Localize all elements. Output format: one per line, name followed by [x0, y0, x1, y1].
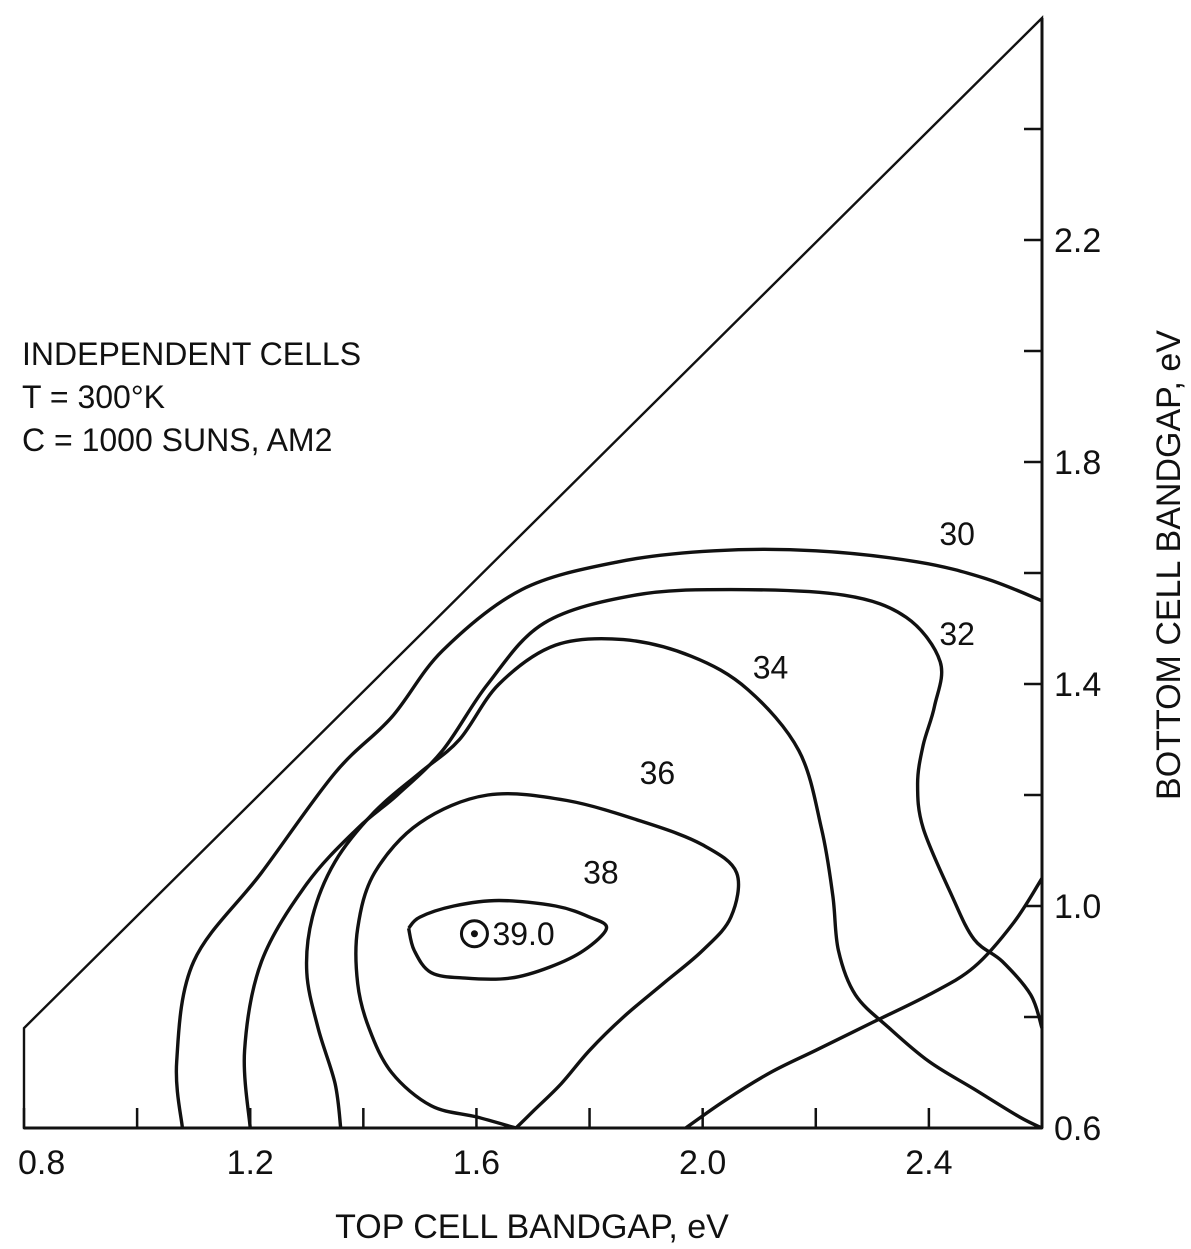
x-tick-label: 0.8	[18, 1144, 65, 1182]
contour-line-38	[406, 898, 609, 981]
contour-label-32: 32	[939, 616, 975, 652]
contour-label-30: 30	[939, 516, 975, 552]
y-tick-label: 1.8	[1054, 444, 1101, 482]
y-tick-label: 2.2	[1054, 222, 1101, 260]
optimum-marker-dot	[470, 930, 478, 938]
contour-line-32	[242, 587, 1044, 1129]
optimum-marker	[459, 919, 489, 949]
contour-label-38: 38	[583, 855, 619, 891]
axes: 0.8 1.2 1.6 2.0 2.4 0.6 1.0 1.4 1.8 2.2	[18, 18, 1101, 1182]
annotation-line-3: C = 1000 SUNS, AM2	[22, 422, 332, 458]
optimum-label: 39.0	[492, 916, 554, 952]
contour-line-36	[354, 791, 741, 1130]
y-tick-label: 1.0	[1054, 888, 1101, 926]
boundary-region	[22, 15, 1044, 1130]
y-tick-label: 0.6	[1054, 1110, 1101, 1148]
contour-label-36: 36	[640, 755, 676, 791]
y-tick-label: 1.4	[1054, 666, 1101, 704]
contour-lines	[174, 547, 1044, 1130]
plot-area	[22, 15, 1044, 1130]
annotation-line-2: T = 300°K	[22, 379, 165, 415]
contour-labels: 30 32 34 36 38 39.0	[459, 516, 975, 952]
x-tick-label: 1.6	[453, 1144, 500, 1182]
contour-line-34	[304, 636, 1043, 1130]
contour-label-34: 34	[753, 649, 789, 685]
x-axis-title: TOP CELL BANDGAP, eV	[335, 1208, 729, 1246]
x-tick-label: 2.0	[679, 1144, 726, 1182]
x-tick-label: 2.4	[905, 1144, 952, 1182]
contour-line-39	[684, 877, 1044, 1130]
y-axis-title: BOTTOM CELL BANDGAP, eV	[1150, 330, 1188, 800]
contour-line-30	[174, 547, 1043, 1129]
annotation-line-1: INDEPENDENT CELLS	[22, 336, 361, 372]
x-tick-label: 1.2	[227, 1144, 274, 1182]
